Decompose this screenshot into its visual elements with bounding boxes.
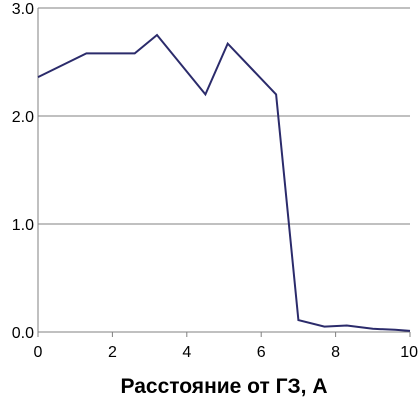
series-line — [37, 33, 411, 332]
x-tick-label: 2 — [108, 344, 117, 361]
y-tick-label: 3.0 — [12, 1, 34, 18]
x-tick-label: 6 — [257, 344, 266, 361]
x-tick-label: 10 — [400, 344, 418, 361]
plot-area — [37, 7, 410, 333]
series-layer — [37, 33, 411, 332]
y-axis-ticks: 0.0 1.0 2.0 3.0 — [12, 1, 34, 342]
x-axis-title: Расстояние от ГЗ, А — [120, 375, 327, 398]
x-axis-ticks: 0 2 4 6 8 10 — [34, 332, 418, 361]
y-tick-label: 2.0 — [12, 109, 34, 126]
x-tick-label: 8 — [331, 344, 340, 361]
y-tick-label: 1.0 — [12, 217, 34, 234]
y-tick-label: 0.0 — [12, 325, 34, 342]
x-tick-label: 0 — [34, 344, 43, 361]
x-tick-label: 4 — [182, 344, 191, 361]
